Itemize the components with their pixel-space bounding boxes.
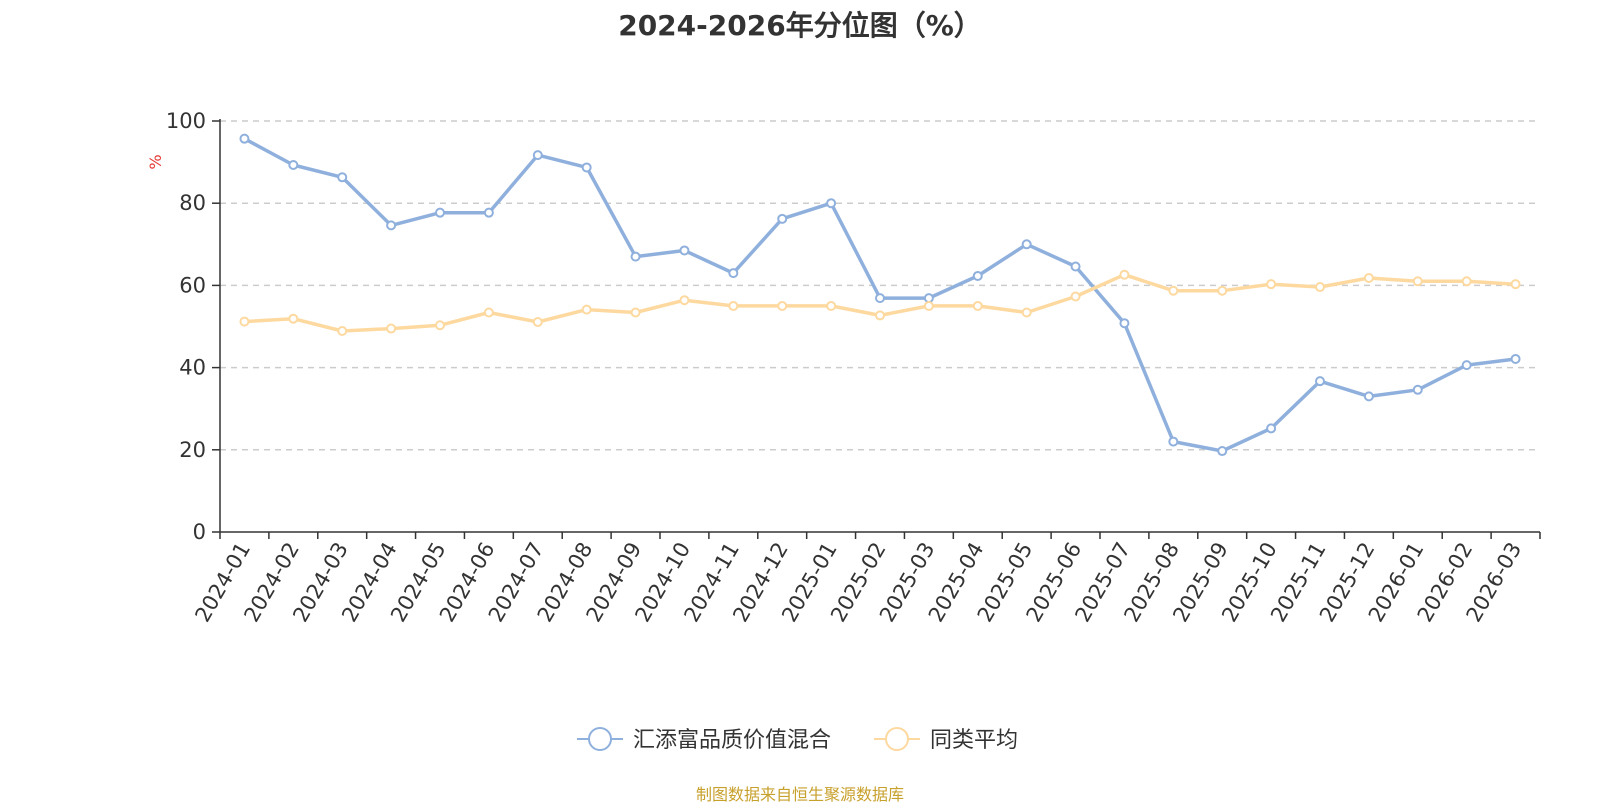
data-point-s2	[1266, 279, 1277, 290]
data-point-s2	[1363, 273, 1374, 284]
data-point-s2	[1070, 291, 1081, 302]
data-point-s1	[337, 172, 348, 183]
y-axis-unit-label: %	[146, 154, 165, 169]
legend-marker-2	[885, 727, 909, 751]
data-point-s2	[728, 300, 739, 311]
data-point-s2	[386, 323, 397, 334]
data-point-s1	[777, 213, 788, 224]
data-point-s1	[972, 270, 983, 281]
data-point-s1	[386, 220, 397, 231]
data-point-s1	[1168, 436, 1179, 447]
data-point-s2	[875, 310, 885, 321]
data-point-s1	[1021, 239, 1032, 250]
data-point-s2	[1168, 285, 1179, 296]
y-tick-label: 0	[193, 520, 206, 544]
chart-title: 2024-2026年分位图（%）	[618, 9, 982, 42]
data-point-s1	[239, 133, 250, 144]
data-point-s1	[1510, 353, 1521, 364]
legend-marker-1	[588, 727, 612, 751]
data-point-s2	[1119, 269, 1130, 280]
data-point-s2	[972, 300, 983, 311]
data-point-s2	[1217, 285, 1228, 296]
series-lines	[239, 133, 1521, 457]
legend: 汇添富品质价值混合 同类平均	[577, 727, 1018, 753]
data-point-s1	[679, 245, 690, 256]
data-point-s2	[826, 300, 837, 311]
data-point-s2	[679, 295, 690, 306]
data-point-s2	[1461, 276, 1472, 287]
y-tick-label: 20	[179, 438, 206, 462]
data-point-s2	[581, 304, 592, 315]
data-point-s1	[728, 268, 739, 279]
data-point-s1	[923, 293, 934, 304]
data-point-s2	[1412, 276, 1423, 287]
data-point-s2	[1315, 282, 1325, 293]
y-tick-label: 60	[179, 273, 206, 297]
data-point-s2	[1510, 279, 1521, 290]
data-point-s1	[1315, 376, 1325, 387]
data-point-s1	[1363, 391, 1374, 402]
data-point-s2	[532, 316, 543, 327]
data-point-s2	[630, 307, 641, 318]
data-point-s1	[288, 159, 299, 170]
data-point-s1	[1266, 423, 1277, 434]
data-point-s1	[532, 150, 543, 161]
data-point-s2	[483, 307, 494, 318]
data-point-s2	[288, 313, 299, 324]
data-point-s1	[1461, 360, 1472, 371]
data-point-s1	[1070, 261, 1081, 272]
legend-label-1: 汇添富品质价值混合	[633, 728, 831, 753]
grid-lines	[220, 120, 1540, 451]
data-point-s1	[483, 207, 494, 218]
data-point-s2	[777, 300, 788, 311]
data-point-s2	[923, 300, 934, 311]
data-point-s2	[435, 320, 445, 331]
data-point-s1	[1217, 446, 1228, 457]
legend-label-2: 同类平均	[930, 728, 1018, 753]
y-tick-label: 100	[166, 109, 206, 133]
data-point-s1	[630, 251, 641, 262]
data-point-s1	[581, 162, 592, 173]
data-point-s1	[875, 293, 885, 304]
data-point-s1	[435, 207, 445, 218]
data-point-s2	[239, 316, 250, 327]
y-tick-label: 40	[179, 356, 206, 380]
data-point-s2	[337, 326, 348, 337]
data-point-s1	[1119, 318, 1130, 329]
y-tick-label: 80	[179, 191, 206, 215]
data-point-s2	[1021, 307, 1032, 318]
data-point-s1	[1412, 384, 1423, 395]
source-note: 制图数据来自恒生聚源数据库	[695, 785, 904, 804]
axes	[212, 119, 1541, 539]
data-point-s1	[826, 198, 837, 209]
